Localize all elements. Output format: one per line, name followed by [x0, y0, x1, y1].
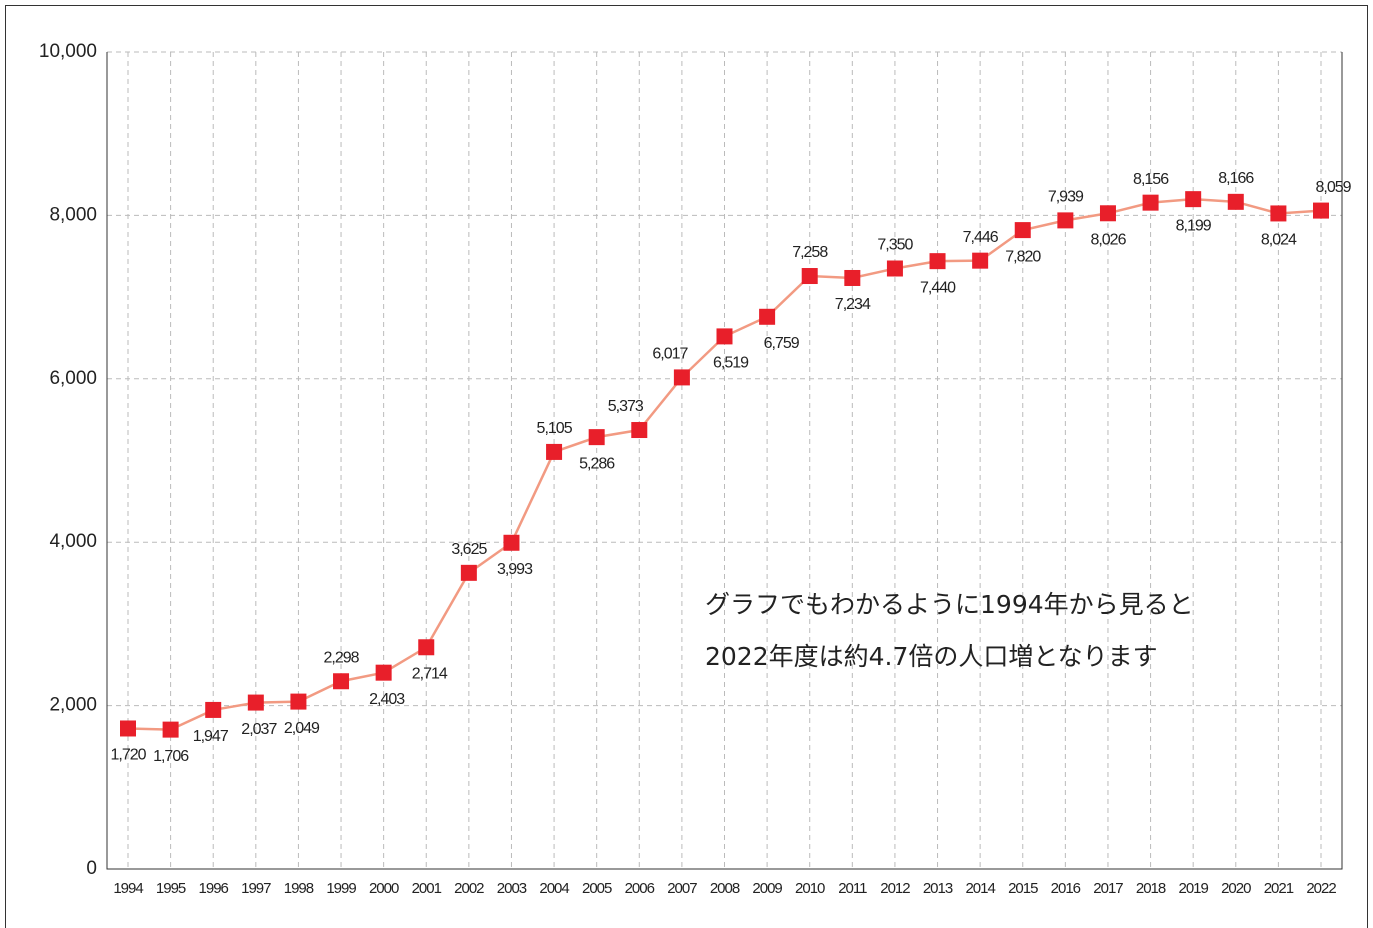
- marker: [1057, 212, 1074, 229]
- x-tick-label: 1994: [113, 880, 143, 897]
- y-tick-label: 10,000: [39, 41, 97, 62]
- value-label: 7,350: [877, 237, 913, 254]
- x-tick-label: 2000: [369, 880, 399, 897]
- y-tick-label: 4,000: [49, 531, 97, 552]
- x-tick-label: 2015: [1008, 880, 1038, 897]
- value-label: 3,993: [497, 561, 533, 578]
- x-tick-label: 2007: [667, 880, 697, 897]
- marker: [1014, 222, 1031, 239]
- marker: [120, 720, 136, 737]
- value-label: 8,026: [1090, 231, 1126, 248]
- marker: [1185, 191, 1202, 208]
- marker: [929, 253, 946, 270]
- value-label: 2,037: [241, 721, 277, 738]
- marker: [886, 260, 903, 277]
- x-tick-label: 2006: [625, 880, 655, 897]
- x-tick-label: 2022: [1306, 880, 1336, 897]
- y-tick-label: 2,000: [49, 695, 97, 716]
- frame: [5, 5, 1368, 928]
- value-label: 7,258: [792, 244, 828, 261]
- x-tick-label: 2002: [454, 880, 484, 897]
- marker: [546, 443, 563, 460]
- x-tick-label: 2017: [1093, 880, 1123, 897]
- value-label: 2,298: [324, 649, 360, 666]
- value-label: 6,017: [652, 346, 688, 363]
- x-tick-label: 2016: [1051, 880, 1081, 897]
- x-tick-label: 2001: [412, 880, 442, 897]
- value-label: 2,403: [369, 691, 405, 708]
- x-tick-label: 2011: [838, 880, 867, 897]
- x-tick-label: 1996: [199, 880, 229, 897]
- marker: [503, 534, 520, 551]
- x-tick-label: 2010: [795, 880, 825, 897]
- value-label: 3,625: [451, 541, 487, 558]
- x-tick-label: 1999: [326, 880, 356, 897]
- value-label: 7,234: [835, 296, 871, 313]
- value-label: 7,939: [1048, 189, 1084, 206]
- x-tick-label: 2014: [965, 880, 995, 897]
- marker: [205, 701, 222, 718]
- marker: [460, 564, 477, 581]
- x-tick-label: 2012: [880, 880, 910, 897]
- marker: [972, 252, 989, 269]
- value-label: 7,820: [1005, 248, 1041, 265]
- value-label: 1,947: [193, 728, 229, 745]
- marker: [759, 308, 776, 325]
- marker: [801, 268, 818, 285]
- value-label: 8,059: [1315, 179, 1351, 196]
- x-tick-label: 2018: [1136, 880, 1166, 897]
- annotation: グラフでもわかるように1994年から見ると: [705, 590, 1194, 619]
- value-label: 7,440: [920, 279, 956, 296]
- x-tick-label: 2020: [1221, 880, 1251, 897]
- y-tick-label: 6,000: [49, 368, 97, 389]
- marker: [673, 369, 690, 386]
- x-tick-label: 1997: [241, 880, 271, 897]
- value-label: 8,156: [1133, 171, 1169, 188]
- value-label: 6,759: [764, 335, 800, 352]
- marker: [631, 422, 648, 439]
- y-tick-label: 8,000: [49, 204, 97, 225]
- x-tick-label: 2013: [923, 880, 953, 897]
- value-label: 5,373: [608, 398, 644, 415]
- marker: [418, 639, 435, 656]
- value-label: 8,166: [1218, 170, 1254, 187]
- plot-frame: [106, 52, 1343, 870]
- annotation: 2022年度は約4.7倍の人口増となります: [705, 642, 1158, 671]
- x-tick-label: 2021: [1264, 880, 1294, 897]
- value-label: 5,105: [537, 420, 573, 437]
- x-tick-label: 2005: [582, 880, 612, 897]
- marker: [588, 429, 605, 446]
- value-label: 2,714: [412, 665, 448, 682]
- x-tick-label: 2003: [497, 880, 527, 897]
- marker: [1099, 205, 1116, 222]
- x-tick-label: 1995: [156, 880, 186, 897]
- value-label: 8,199: [1176, 217, 1212, 234]
- x-tick-label: 2008: [710, 880, 740, 897]
- x-tick-label: 2004: [539, 880, 569, 897]
- marker: [247, 694, 264, 711]
- marker: [1142, 194, 1159, 211]
- marker: [375, 664, 392, 681]
- marker: [1313, 202, 1329, 219]
- marker: [1270, 205, 1287, 222]
- marker: [1227, 193, 1244, 210]
- x-tick-label: 2009: [752, 880, 782, 897]
- marker: [333, 673, 350, 690]
- marker: [290, 693, 307, 710]
- value-label: 8,024: [1261, 232, 1297, 249]
- marker: [716, 328, 733, 345]
- value-label: 1,706: [153, 748, 189, 765]
- value-label: 1,720: [110, 747, 146, 764]
- value-label: 2,049: [284, 720, 320, 737]
- x-tick-label: 2019: [1178, 880, 1208, 897]
- y-tick-label: 0: [86, 858, 97, 879]
- value-label: 7,446: [963, 229, 999, 246]
- value-label: 6,519: [713, 355, 749, 372]
- value-label: 5,286: [579, 455, 615, 472]
- marker: [162, 721, 179, 738]
- marker: [844, 269, 861, 286]
- x-tick-label: 1998: [284, 880, 314, 897]
